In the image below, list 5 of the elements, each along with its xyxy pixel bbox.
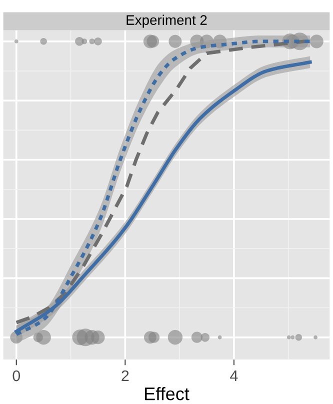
x-tick-label: 0 xyxy=(12,370,20,382)
x-tick-label: 4 xyxy=(230,370,238,382)
chart-title: Experiment 2 xyxy=(126,14,207,28)
x-axis-title: Effect xyxy=(145,387,190,400)
x-tick-label: 2 xyxy=(122,370,129,382)
